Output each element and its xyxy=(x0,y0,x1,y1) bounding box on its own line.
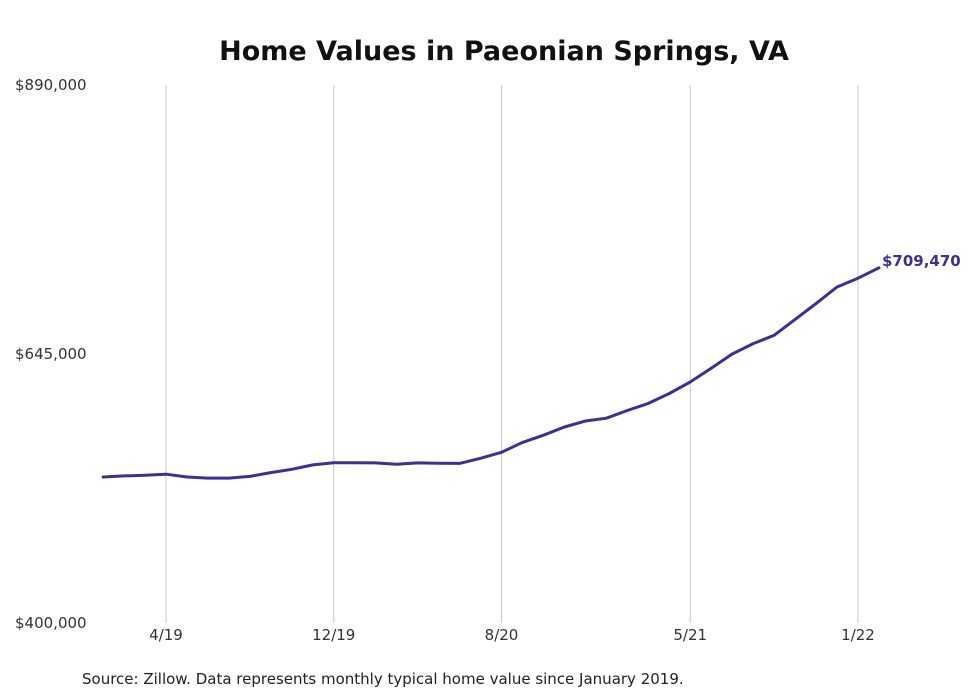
x-tick-label: 4/19 xyxy=(149,626,183,644)
gridlines xyxy=(165,85,859,623)
y-tick-label: $400,000 xyxy=(15,614,87,632)
x-tick-label: 12/19 xyxy=(312,626,355,644)
series-line xyxy=(101,266,881,480)
end-value-label: $709,470 xyxy=(882,252,961,270)
chart-title: Home Values in Paeonian Springs, VA xyxy=(219,36,789,67)
y-axis: $400,000 $645,000 $890,000 xyxy=(15,76,87,632)
x-axis: 4/19 12/19 8/20 5/21 1/22 xyxy=(149,626,875,644)
source-note: Source: Zillow. Data represents monthly … xyxy=(82,670,684,688)
x-tick-label: 5/21 xyxy=(673,626,707,644)
x-tick-label: 1/22 xyxy=(841,626,875,644)
y-tick-label: $645,000 xyxy=(15,345,87,363)
series-layer: $709,470 xyxy=(101,252,961,480)
x-tick-label: 8/20 xyxy=(485,626,519,644)
y-tick-label: $890,000 xyxy=(15,76,87,94)
